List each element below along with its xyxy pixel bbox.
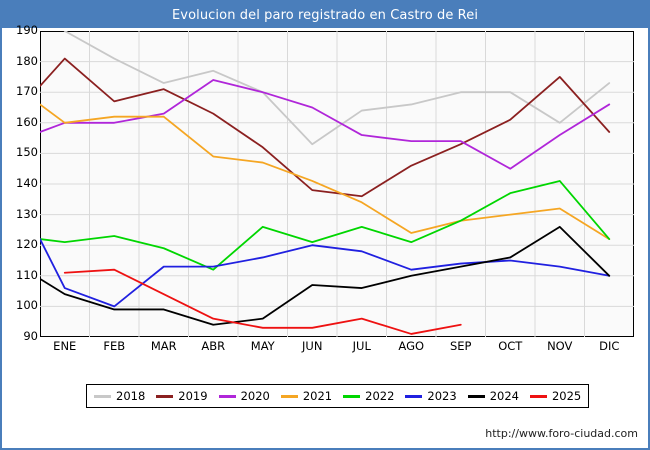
y-axis-tick: 110 — [16, 267, 38, 282]
x-axis-tick: JUN — [302, 339, 323, 353]
x-axis-tick: MAR — [150, 339, 177, 353]
legend-item-2025[interactable]: 2025 — [529, 389, 582, 403]
legend-item-2019[interactable]: 2019 — [156, 389, 208, 403]
series-line-2023 — [40, 238, 611, 308]
x-axis-tick: JUL — [352, 339, 371, 353]
y-axis-tick: 160 — [16, 114, 38, 129]
x-axis-tick: SEP — [449, 339, 472, 353]
legend-item-2022[interactable]: 2022 — [343, 389, 394, 403]
x-axis-tick: NOV — [547, 339, 573, 353]
y-axis-tick: 90 — [23, 329, 38, 343]
legend-item-2021[interactable]: 2021 — [280, 389, 333, 403]
x-axis-tick: FEB — [103, 339, 126, 353]
x-axis-tick: AGO — [398, 339, 425, 353]
title-bar: Evolucion del paro registrado en Castro … — [2, 2, 648, 28]
x-axis-tick: ENE — [53, 339, 77, 353]
legend-item-2023[interactable]: 2023 — [405, 389, 457, 403]
legend-label: 2022 — [365, 389, 395, 403]
series-line-2022 — [40, 180, 611, 271]
y-axis-tick: 120 — [16, 237, 38, 252]
y-axis-tick: 140 — [16, 176, 38, 190]
plot-area — [40, 31, 634, 337]
y-axis-tick: 100 — [16, 298, 38, 313]
legend-item-2024[interactable]: 2024 — [467, 389, 519, 403]
grid-lines — [40, 31, 634, 337]
legend-label: 2023 — [427, 389, 457, 403]
x-axis-tick: ABR — [201, 339, 226, 353]
legend-swatch-icon — [529, 394, 547, 398]
legend-label: 2021 — [302, 389, 333, 403]
legend-item-2020[interactable]: 2020 — [218, 389, 270, 403]
footer-url: http://www.foro-ciudad.com — [485, 427, 638, 440]
legend-swatch-icon — [218, 394, 236, 398]
legend-swatch-icon — [343, 394, 361, 398]
legend-swatch-icon — [156, 394, 174, 398]
legend-label: 2024 — [489, 389, 519, 403]
series-line-2020 — [40, 79, 611, 170]
y-axis-tick: 150 — [16, 145, 38, 160]
x-axis-tick: MAY — [250, 339, 275, 353]
series-line-2024 — [40, 225, 611, 326]
legend-label: 2025 — [551, 389, 582, 403]
legend-item-2018[interactable]: 2018 — [94, 389, 145, 403]
series-lines — [40, 31, 611, 335]
series-line-2019 — [40, 57, 611, 198]
legend: 2018 2019 2020 2021 2022 2023 2024 2025 — [86, 384, 590, 408]
page-title: Evolucion del paro registrado en Castro … — [171, 7, 479, 23]
legend-swatch-icon — [94, 394, 111, 398]
x-axis-tick-labels: ENE FEB MAR ABR MAY JUN JUL AGO SEP OCT NOV DIC — [40, 339, 634, 357]
x-axis-tick: OCT — [498, 339, 523, 353]
y-axis-tick: 130 — [16, 206, 38, 221]
y-axis-tick: 170 — [16, 84, 38, 99]
legend-label: 2020 — [240, 389, 270, 403]
series-line-2018 — [63, 31, 611, 146]
legend-label: 2018 — [116, 389, 146, 403]
y-axis-tick: 190 — [16, 23, 38, 37]
legend-swatch-icon — [280, 394, 298, 398]
series-line-2025 — [63, 268, 462, 335]
y-axis-tick: 180 — [16, 53, 38, 68]
x-axis-tick: DIC — [599, 339, 620, 353]
legend-swatch-icon — [405, 394, 423, 398]
legend-label: 2019 — [178, 389, 208, 403]
legend-swatch-icon — [467, 394, 485, 398]
series-line-2021 — [40, 103, 611, 240]
y-axis-tick-labels: 90 100 110 120 130 140 150 160 170 180 190 — [2, 24, 38, 342]
